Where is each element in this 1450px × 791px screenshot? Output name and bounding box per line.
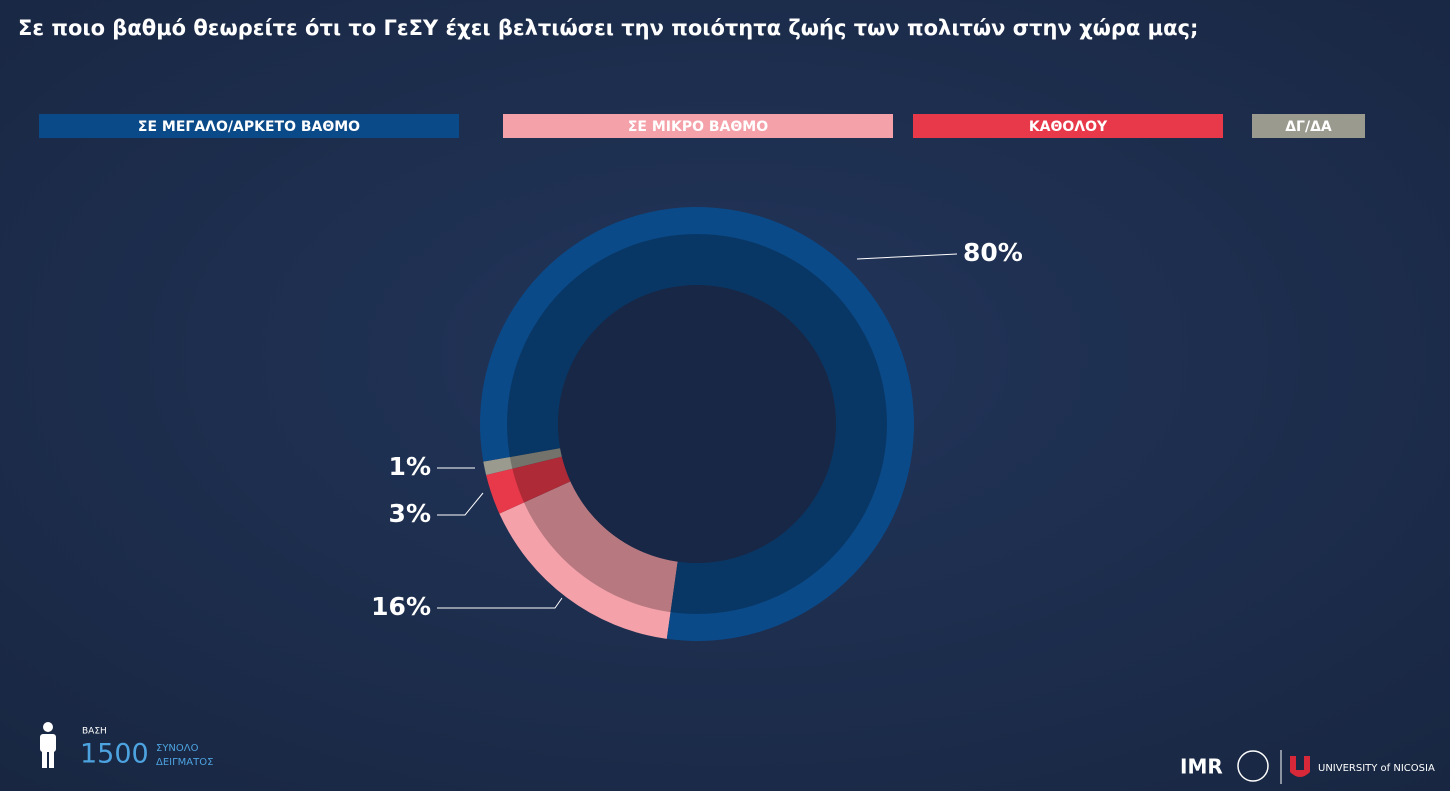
logo-university: UNIVERSITY of NICOSIA: [1318, 763, 1435, 774]
leader-line: [856, 253, 958, 260]
sample-label: ΣΥΝΟΛΟ: [156, 743, 199, 754]
legend-label: ΔΓ/ΔΑ: [1285, 119, 1332, 135]
donut-hole: [558, 285, 836, 563]
donut-slice: [499, 481, 678, 639]
legend-swatch: [1252, 114, 1365, 138]
logo-imr: IMR: [1180, 755, 1223, 779]
leader-line: [437, 492, 484, 516]
legend: ΣΕ ΜΕΓΑΛΟ/ΑΡΚΕΤΟ ΒΑΘΜΟ ΣΕ ΜΙΚΡΟ ΒΑΘΜΟ ΚΑΘΟ…: [39, 114, 1365, 138]
legend-label: ΚΑΘΟΛΟΥ: [1029, 119, 1108, 135]
sample-label: ΔΕΙΓΜΑΤΟΣ: [156, 757, 213, 768]
value-label: 80%: [963, 238, 1023, 267]
sample-size: 1500: [80, 739, 149, 770]
base-label: ΒΑΣΗ: [82, 727, 107, 737]
chart-title: Σε ποιο βαθμό θεωρείτε ότι το ΓεΣΥ έχει …: [18, 16, 1198, 40]
legend-label: ΣΕ ΜΙΚΡΟ ΒΑΘΜΟ: [628, 119, 768, 135]
footer: ΒΑΣΗ 1500 ΣΥΝΟΛΟ ΔΕΙΓΜΑΤΟΣ IMR UNIVERSIT…: [40, 722, 1435, 784]
legend-swatch: [39, 114, 459, 138]
donut: 80% 16% 3% 1%: [371, 207, 1023, 642]
legend-swatch: [503, 114, 893, 138]
value-label: 3%: [389, 499, 431, 528]
person-icon: [40, 722, 56, 768]
logo-un: [1290, 756, 1310, 777]
leader-line: [437, 597, 563, 609]
legend-swatch: [913, 114, 1223, 138]
donut-slice: [480, 207, 914, 642]
logo-emblem: [1237, 750, 1269, 782]
donut-slice: [483, 448, 562, 476]
value-label: 16%: [371, 592, 431, 621]
donut-slice: [486, 456, 571, 514]
legend-label: ΣΕ ΜΕΓΑΛΟ/ΑΡΚΕΤΟ ΒΑΘΜΟ: [138, 119, 360, 135]
value-label: 1%: [389, 452, 431, 481]
